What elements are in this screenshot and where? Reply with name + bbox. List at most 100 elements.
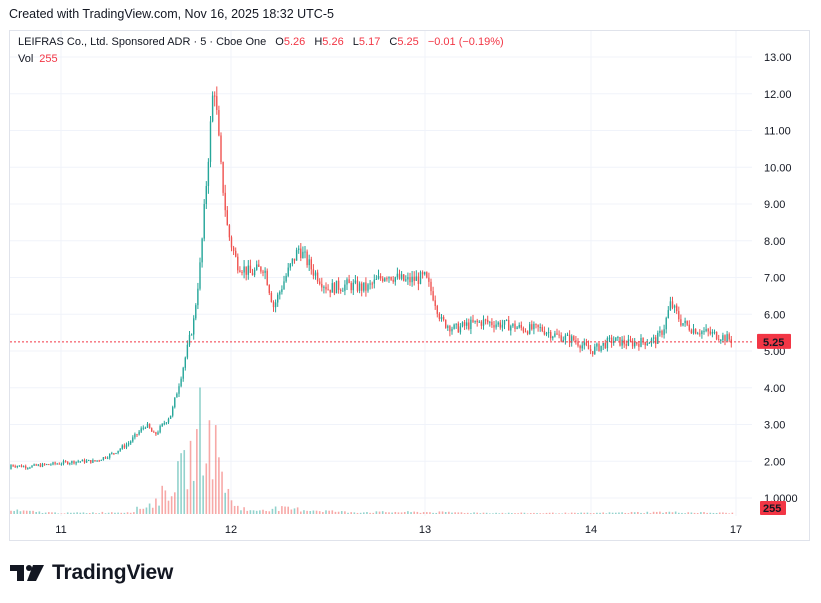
volume-bar [318, 511, 321, 514]
tradingview-brand[interactable]: TradingView [10, 561, 173, 585]
candle-body [329, 289, 331, 293]
volume-bar [369, 512, 371, 514]
volume-bar [435, 512, 438, 514]
volume-bar [718, 512, 721, 514]
candle-body [575, 340, 577, 342]
volume-bar [662, 512, 664, 514]
volume-bar [123, 512, 126, 514]
volume-bar [158, 505, 160, 514]
candle-body [604, 342, 606, 349]
time-tick-label: 12 [225, 524, 237, 536]
volume-bar [693, 512, 696, 514]
volume-bar [615, 512, 617, 514]
volume-bar [495, 512, 497, 514]
candle-body [497, 322, 499, 325]
volume-bar [602, 512, 604, 514]
candle-body [560, 335, 562, 342]
candle-body [319, 281, 321, 284]
candle-body [726, 334, 728, 342]
price-tick-label: 10.00 [764, 162, 792, 174]
candle-body [610, 337, 613, 343]
candle-body [142, 427, 144, 429]
volume-bar [13, 510, 15, 514]
volume-bar [334, 511, 337, 514]
candle-body [568, 334, 571, 343]
candle-body [377, 275, 380, 279]
volume-bar [340, 511, 343, 514]
volume-bar [529, 513, 532, 514]
candle-body [274, 302, 277, 308]
candle-body [218, 110, 220, 136]
candle-body [690, 330, 693, 334]
candle-body [235, 250, 237, 257]
candle-body [314, 272, 317, 276]
volume-bar [107, 512, 110, 514]
volume-bar [441, 511, 444, 514]
candle-body [18, 465, 21, 467]
candle-body [333, 283, 336, 294]
volume-bar [391, 512, 393, 514]
volume-bar [167, 500, 170, 514]
candle-body [293, 258, 296, 261]
candle-body [207, 161, 210, 186]
volume-bar [552, 512, 554, 514]
candle-body [10, 465, 12, 470]
volume-bar [211, 479, 214, 514]
volume-bar [542, 513, 545, 514]
volume-bar [164, 490, 167, 514]
candle-body [85, 460, 88, 463]
candle-body [403, 274, 405, 281]
volume-bar [237, 505, 239, 514]
volume-bar [325, 510, 327, 514]
candle-body [260, 266, 262, 272]
candle-body [386, 278, 388, 280]
candle-body [503, 320, 506, 325]
candle-body [705, 329, 707, 331]
volume-bar [133, 512, 135, 514]
candle-body [621, 339, 623, 346]
volume-bar [22, 510, 25, 514]
volume-bar [262, 509, 264, 514]
candle-body [461, 322, 464, 327]
volume-bar [192, 480, 195, 514]
volume-bar [448, 511, 450, 514]
candle-body [547, 332, 550, 334]
volume-bar [640, 512, 642, 514]
candle-body [413, 276, 415, 281]
candle-body [516, 327, 518, 330]
volume-bar [397, 512, 400, 514]
candle-body [127, 443, 130, 445]
volume-bar [643, 513, 645, 514]
candle-body [316, 272, 319, 282]
volume-bar [668, 511, 671, 514]
candle-body [203, 203, 205, 239]
candle-body [447, 326, 449, 328]
volume-bar [385, 512, 387, 514]
candle-body [711, 331, 714, 334]
candle-body [356, 280, 359, 291]
candle-body [510, 326, 512, 331]
candle-body [163, 423, 165, 425]
candle-body [495, 324, 497, 328]
price-tick-label: 13.00 [764, 52, 792, 64]
last-price-label: 5.25 [763, 337, 784, 349]
change-value: −0.01 (−0.19%) [427, 36, 504, 48]
candle-body [558, 334, 560, 336]
candle-body [335, 280, 338, 294]
volume-bar [356, 512, 359, 514]
candle-body [583, 342, 585, 346]
candle-body [180, 378, 182, 387]
volume-bar [589, 513, 592, 514]
volume-bar [523, 512, 526, 514]
candle-body [661, 330, 663, 335]
open-label: O [275, 36, 284, 48]
candle-body [384, 278, 386, 282]
candle-body [554, 333, 556, 337]
candle-body [562, 339, 564, 342]
volume-bar [712, 512, 715, 514]
candle-body [43, 463, 46, 465]
volume-bar [70, 512, 72, 514]
low-label: L [352, 36, 359, 48]
candle-body [453, 324, 455, 329]
